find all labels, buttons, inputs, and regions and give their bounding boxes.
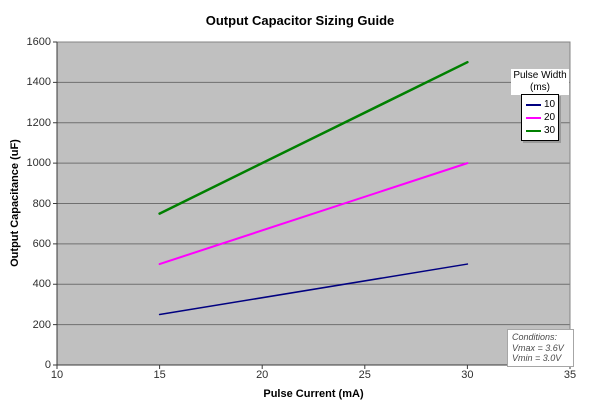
conditions-box: Conditions: Vmax = 3.6V Vmin = 3.0V xyxy=(507,329,574,367)
y-tick-label: 1000 xyxy=(26,157,51,170)
y-tick-label: 0 xyxy=(44,359,51,371)
legend-title-line2: (ms) xyxy=(530,82,550,93)
legend-entry: 10 xyxy=(526,98,556,111)
legend-line-sample xyxy=(526,103,541,106)
legend-entry-label: 30 xyxy=(544,125,556,136)
legend-entry: 20 xyxy=(526,111,556,124)
x-tick-label: 30 xyxy=(461,369,474,381)
x-tick-label: 20 xyxy=(256,369,269,381)
series-line-10ms xyxy=(158,263,469,316)
x-axis-title: Pulse Current (mA) xyxy=(263,388,364,400)
y-tick-label: 400 xyxy=(32,278,51,291)
x-tick-label: 35 xyxy=(563,369,577,381)
x-tick-label: 10 xyxy=(50,369,64,381)
y-tick-label: 600 xyxy=(32,237,51,250)
conditions-line: Vmax = 3.6V xyxy=(512,342,564,353)
x-tick-label: 15 xyxy=(153,369,166,381)
conditions-line: Conditions: xyxy=(512,332,558,342)
legend-title: Pulse Width (ms) xyxy=(511,69,569,95)
series-line-20ms xyxy=(158,162,469,266)
legend-entry-label: 20 xyxy=(544,112,556,123)
x-tick-label: 25 xyxy=(358,369,371,381)
legend-entry: 30 xyxy=(526,124,556,137)
legend-box: 10 20 30 xyxy=(521,94,559,141)
legend-entry-label: 10 xyxy=(544,99,556,110)
y-tick-label: 1600 xyxy=(26,36,51,48)
conditions-line: Vmin = 3.0V xyxy=(512,353,562,363)
y-tick-label: 800 xyxy=(32,197,51,210)
legend-line-sample xyxy=(526,129,541,132)
y-tick-label: 200 xyxy=(32,318,51,331)
series-line-30ms xyxy=(158,60,469,215)
y-tick-label: 1400 xyxy=(26,76,51,89)
chart-title: Output Capacitor Sizing Guide xyxy=(205,13,395,28)
legend-line-sample xyxy=(526,116,541,119)
y-tick-label: 1200 xyxy=(26,116,51,129)
legend-title-line1: Pulse Width xyxy=(513,70,567,81)
